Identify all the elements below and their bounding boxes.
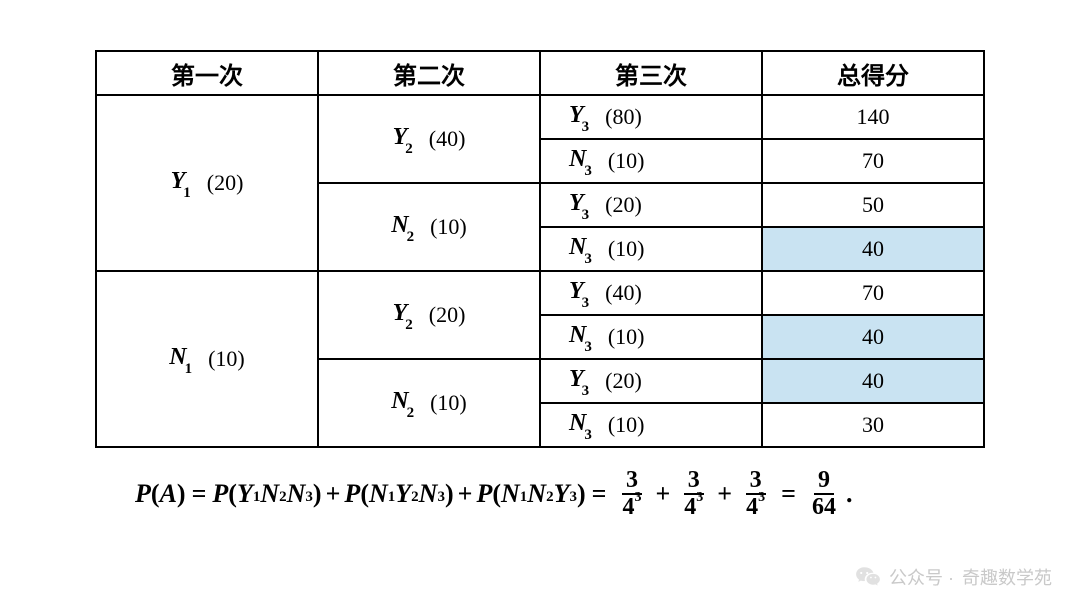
cell-round3: N3(10)	[540, 227, 762, 271]
cell-round3: N3(10)	[540, 139, 762, 183]
col-header-3: 第三次	[540, 51, 762, 95]
probability-formula: P(A)=P(Y1N2N3)+P(N1Y2N3)+P(N1N2Y3)=343+3…	[95, 468, 985, 520]
cell-round1: N1(10)	[96, 271, 318, 447]
cell-score: 70	[762, 271, 984, 315]
watermark-name: 奇趣数学苑	[962, 564, 1052, 590]
cell-round2: Y2(40)	[318, 95, 540, 183]
cell-round3: Y3(80)	[540, 95, 762, 139]
cell-round3: Y3(20)	[540, 183, 762, 227]
cell-round2: N2(10)	[318, 359, 540, 447]
table-row: Y1(20)Y2(40)Y3(80)140	[96, 95, 984, 139]
cell-round3: N3(10)	[540, 403, 762, 447]
cell-round3: N3(10)	[540, 315, 762, 359]
cell-score: 140	[762, 95, 984, 139]
probability-table: 第一次 第二次 第三次 总得分 Y1(20)Y2(40)Y3(80)140N3(…	[95, 50, 985, 448]
cell-score: 40	[762, 227, 984, 271]
col-header-1: 第一次	[96, 51, 318, 95]
col-header-4: 总得分	[762, 51, 984, 95]
cell-round3: Y3(20)	[540, 359, 762, 403]
cell-score: 40	[762, 315, 984, 359]
cell-round1: Y1(20)	[96, 95, 318, 271]
cell-score: 30	[762, 403, 984, 447]
cell-score: 70	[762, 139, 984, 183]
wechat-icon	[855, 564, 881, 590]
table-row: N1(10)Y2(20)Y3(40)70	[96, 271, 984, 315]
col-header-2: 第二次	[318, 51, 540, 95]
cell-round2: N2(10)	[318, 183, 540, 271]
cell-round2: Y2(20)	[318, 271, 540, 359]
cell-score: 40	[762, 359, 984, 403]
cell-round3: Y3(40)	[540, 271, 762, 315]
watermark-prefix: 公众号 ·	[889, 564, 954, 590]
cell-score: 50	[762, 183, 984, 227]
watermark: 公众号 · 奇趣数学苑	[855, 564, 1052, 590]
